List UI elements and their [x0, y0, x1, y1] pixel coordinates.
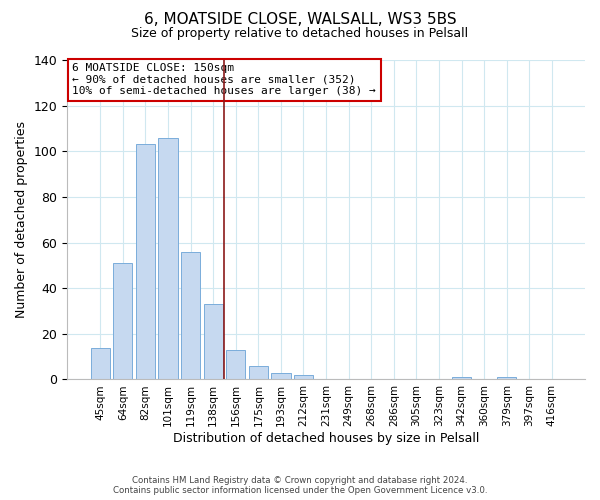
Bar	[497, 377, 517, 380]
Bar	[294, 375, 313, 380]
Text: 6, MOATSIDE CLOSE, WALSALL, WS3 5BS: 6, MOATSIDE CLOSE, WALSALL, WS3 5BS	[143, 12, 457, 28]
Bar	[249, 366, 268, 380]
Bar	[91, 348, 110, 380]
Bar	[271, 372, 290, 380]
X-axis label: Distribution of detached houses by size in Pelsall: Distribution of detached houses by size …	[173, 432, 479, 445]
Bar	[226, 350, 245, 380]
Bar	[181, 252, 200, 380]
Bar	[203, 304, 223, 380]
Bar	[158, 138, 178, 380]
Bar	[452, 377, 471, 380]
Bar	[136, 144, 155, 380]
Text: Size of property relative to detached houses in Pelsall: Size of property relative to detached ho…	[131, 28, 469, 40]
Bar	[113, 263, 133, 380]
Text: Contains HM Land Registry data © Crown copyright and database right 2024.
Contai: Contains HM Land Registry data © Crown c…	[113, 476, 487, 495]
Y-axis label: Number of detached properties: Number of detached properties	[15, 121, 28, 318]
Text: 6 MOATSIDE CLOSE: 150sqm
← 90% of detached houses are smaller (352)
10% of semi-: 6 MOATSIDE CLOSE: 150sqm ← 90% of detach…	[73, 63, 376, 96]
